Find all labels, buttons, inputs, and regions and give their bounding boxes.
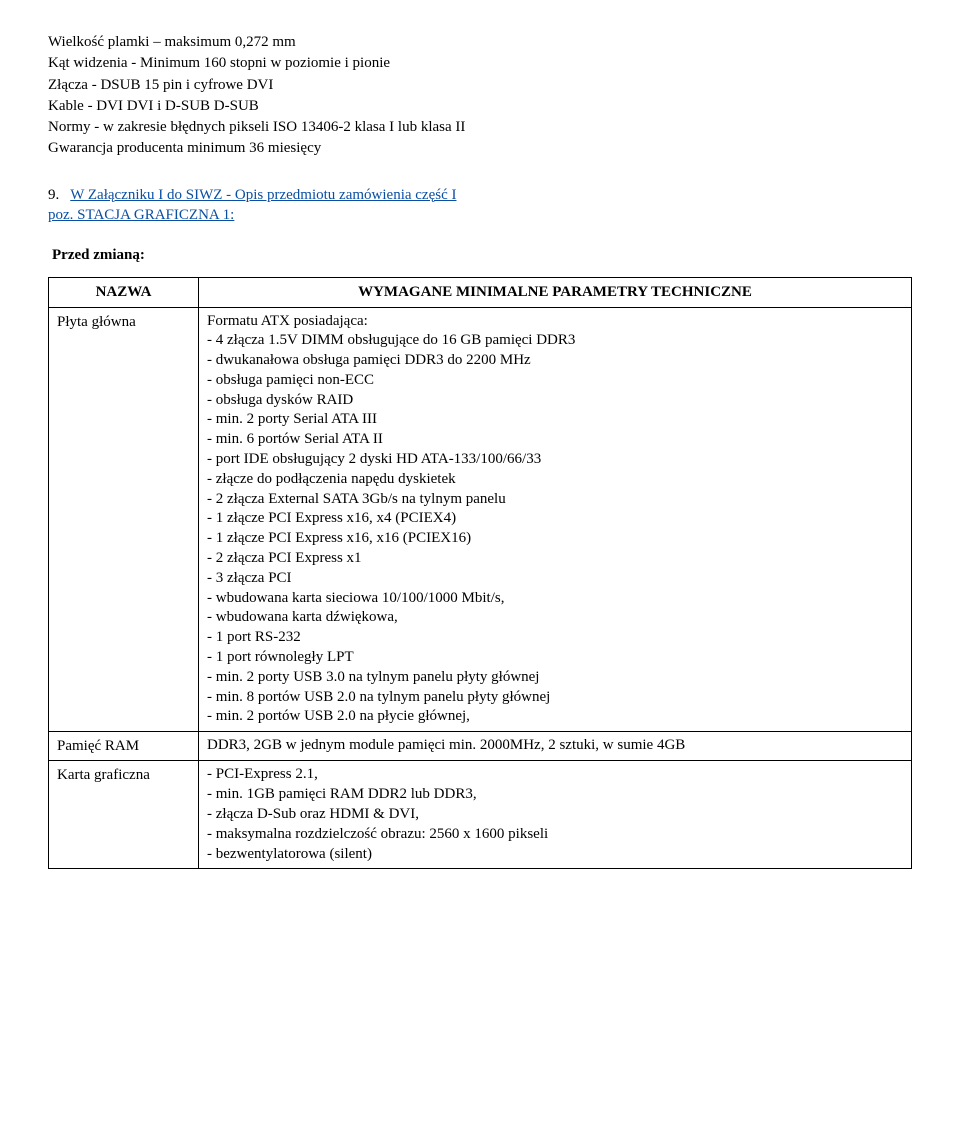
spec-line: Kąt widzenia - Minimum 160 stopni w pozi… [48, 53, 912, 73]
spec-value-line: - min. 6 portów Serial ATA II [207, 430, 903, 450]
spec-value-line: - wbudowana karta dźwiękowa, [207, 608, 903, 628]
spec-value-line: - obsługa dysków RAID [207, 391, 903, 411]
spec-value-line: - 1 złącze PCI Express x16, x16 (PCIEX16… [207, 529, 903, 549]
row-name-cell: Płyta główna [49, 307, 199, 732]
spec-value-line: - 1 port równoległy LPT [207, 648, 903, 668]
spec-value-line: - PCI-Express 2.1, [207, 765, 903, 785]
spec-line: Złącza - DSUB 15 pin i cyfrowe DVI [48, 75, 912, 95]
spec-value-line: - 2 złącza External SATA 3Gb/s na tylnym… [207, 490, 903, 510]
spec-value-line: DDR3, 2GB w jednym module pamięci min. 2… [207, 736, 903, 756]
row-value-cell: DDR3, 2GB w jednym module pamięci min. 2… [199, 732, 912, 761]
row-value-cell: - PCI-Express 2.1,- min. 1GB pamięci RAM… [199, 761, 912, 869]
spec-value-line: - wbudowana karta sieciowa 10/100/1000 M… [207, 589, 903, 609]
table-row: Pamięć RAM DDR3, 2GB w jednym module pami… [49, 732, 912, 761]
before-change-label: Przed zmianą: [52, 245, 912, 265]
spec-value-line: - min. 2 porty Serial ATA III [207, 410, 903, 430]
spec-value-line: - 3 złącza PCI [207, 569, 903, 589]
spec-value-line: - bezwentylatorowa (silent) [207, 845, 903, 865]
spec-value-line: - złącza D-Sub oraz HDMI & DVI, [207, 805, 903, 825]
table-row: Karta graficzna- PCI-Express 2.1,- min. … [49, 761, 912, 869]
spec-line: Normy - w zakresie błędnych pikseli ISO … [48, 117, 912, 137]
spec-value-line: - obsługa pamięci non-ECC [207, 371, 903, 391]
spec-value-line: - 1 złącze PCI Express x16, x4 (PCIEX4) [207, 509, 903, 529]
table-header-row: NAZWA WYMAGANE MINIMALNE PARAMETRY TECHN… [49, 278, 912, 307]
spec-table: NAZWA WYMAGANE MINIMALNE PARAMETRY TECHN… [48, 277, 912, 869]
section-9-intro: 9. W Załączniku I do SIWZ - Opis przedmi… [48, 185, 912, 226]
spec-value-line: - min. 8 portów USB 2.0 na tylnym panelu… [207, 688, 903, 708]
spec-line: Kable - DVI DVI i D-SUB D-SUB [48, 96, 912, 116]
section-lead-link[interactable]: W Załączniku I do SIWZ - Opis przedmiotu… [70, 187, 456, 203]
spec-value-line: - min. 2 porty USB 3.0 na tylnym panelu … [207, 668, 903, 688]
spec-value-line: - port IDE obsługujący 2 dyski HD ATA-13… [207, 450, 903, 470]
spec-line: Gwarancja producenta minimum 36 miesięcy [48, 138, 912, 158]
spec-value-line: - 2 złącza PCI Express x1 [207, 549, 903, 569]
spec-value-line: - złącze do podłączenia napędu dyskietek [207, 470, 903, 490]
row-name-cell: Karta graficzna [49, 761, 199, 869]
top-spec-block: Wielkość plamki – maksimum 0,272 mm Kąt … [48, 32, 912, 159]
row-name-cell: Pamięć RAM [49, 732, 199, 761]
spec-value-line: - min. 1GB pamięci RAM DDR2 lub DDR3, [207, 785, 903, 805]
section-lead-link-2[interactable]: poz. STACJA GRAFICZNA 1: [48, 207, 234, 223]
header-nazwa: NAZWA [49, 278, 199, 307]
spec-value-line: - min. 2 portów USB 2.0 na płycie główne… [207, 707, 903, 727]
spec-value-line: - 4 złącza 1.5V DIMM obsługujące do 16 G… [207, 331, 903, 351]
spec-value-line: - maksymalna rozdzielczość obrazu: 2560 … [207, 825, 903, 845]
spec-value-line: - 1 port RS-232 [207, 628, 903, 648]
spec-line: Wielkość plamki – maksimum 0,272 mm [48, 32, 912, 52]
header-params: WYMAGANE MINIMALNE PARAMETRY TECHNICZNE [199, 278, 912, 307]
spec-value-line: - dwukanałowa obsługa pamięci DDR3 do 22… [207, 351, 903, 371]
row-value-cell: Formatu ATX posiadająca:- 4 złącza 1.5V … [199, 307, 912, 732]
table-row: Płyta głównaFormatu ATX posiadająca:- 4 … [49, 307, 912, 732]
spec-value-line: Formatu ATX posiadająca: [207, 312, 903, 332]
section-number: 9. [48, 187, 59, 203]
